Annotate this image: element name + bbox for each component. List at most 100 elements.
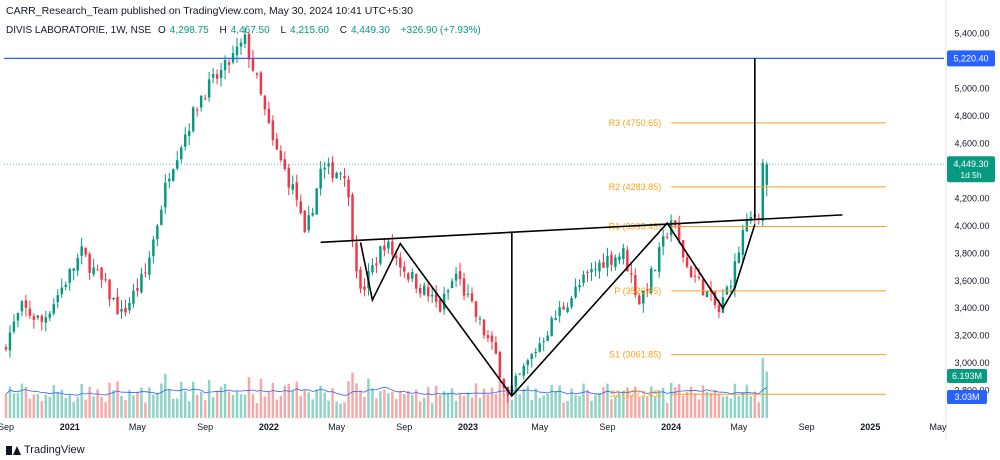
volume-bar (638, 396, 641, 418)
candle-body (387, 241, 390, 249)
candle-body (626, 250, 629, 272)
volume-bar (422, 397, 426, 418)
candle-body (542, 340, 545, 342)
volume-bar (498, 380, 502, 418)
candle-body (319, 168, 322, 189)
volume-bar (466, 392, 470, 418)
candle-body (160, 209, 163, 225)
volume-bar (430, 403, 434, 418)
candle-body (32, 316, 36, 320)
candle-body (474, 301, 478, 318)
volume-bar (590, 400, 593, 418)
candle-body (279, 150, 283, 160)
volume-bar (542, 395, 545, 418)
volume-bar (717, 393, 721, 418)
volume-bar (183, 391, 187, 418)
brand-name: TradingView (24, 444, 85, 456)
candle-body (339, 173, 342, 175)
candle-body (183, 134, 187, 147)
volume-bar (255, 403, 259, 418)
time-tick-label: May (730, 422, 748, 432)
volume-bar (52, 385, 56, 418)
volume-bar (287, 383, 291, 418)
candle-body (705, 290, 709, 298)
candle-body (28, 308, 32, 316)
candle-body (657, 247, 661, 272)
volume-bar (753, 391, 757, 418)
candle-body (685, 257, 689, 267)
volume-bar (733, 383, 737, 418)
candle-body (235, 46, 239, 56)
volume-bar (761, 357, 765, 418)
volume-bar (653, 396, 657, 418)
pivot-label: R2 (4283.85) (609, 182, 662, 192)
candle-body (371, 265, 374, 273)
candle-body (458, 271, 462, 280)
last-price-label: 4,449.30 (953, 159, 988, 169)
candle-body (347, 179, 350, 198)
volume-bar (426, 386, 430, 418)
candle-body (689, 266, 693, 278)
volume-bar (16, 393, 20, 418)
volume-bar (4, 393, 8, 418)
candle-body (84, 247, 87, 255)
volume-bar (203, 400, 207, 418)
candle-body (570, 298, 573, 307)
volume-bar (24, 387, 28, 418)
candle-body (195, 109, 199, 111)
candle-body (363, 286, 366, 290)
volume-bar (88, 386, 91, 418)
bar-countdown-label: 1d 5h (960, 170, 982, 180)
volume-bar (120, 395, 123, 418)
volume-bar (407, 390, 410, 418)
tradingview-logo[interactable]: TradingView (6, 444, 85, 456)
volume-bar (164, 373, 167, 418)
volume-bar (562, 402, 565, 418)
candle-body (303, 210, 306, 233)
price-tick-label: 3,400.00 (954, 303, 989, 313)
volume-bar (327, 400, 330, 418)
candle-body (24, 300, 28, 308)
candle-body (586, 272, 589, 274)
volume-bar (470, 397, 474, 418)
volume-bar (387, 393, 390, 418)
volume-bar (391, 391, 394, 418)
candle-body (283, 159, 287, 169)
volume-bar (673, 387, 677, 418)
candles (4, 27, 768, 404)
price-tick-label: 4,000.00 (954, 221, 989, 231)
pivot-label: R3 (4750.65) (609, 118, 662, 128)
candle-body (116, 296, 119, 315)
volume-bar (351, 372, 354, 418)
candle-body (8, 332, 12, 351)
time-tick-label: May (328, 422, 346, 432)
price-axis-panel (946, 0, 1000, 460)
volume-bar (303, 390, 306, 418)
volume-bar (72, 402, 75, 418)
candle-body (60, 287, 63, 295)
candle-body (80, 246, 83, 256)
candle-body (48, 313, 52, 318)
volume-bar (375, 398, 378, 418)
candle-body (478, 318, 482, 320)
candle-body (379, 246, 382, 264)
candle-body (582, 274, 585, 284)
ohlc-high: H 4,467.50 (219, 25, 270, 36)
candle-body (486, 335, 490, 339)
volume-bar (602, 387, 605, 418)
price-tick-label: 3,600.00 (954, 276, 989, 286)
candle-body (191, 107, 195, 131)
volume-bar (626, 387, 629, 418)
candle-body (602, 262, 605, 268)
candle-body (673, 220, 677, 226)
candle-body (546, 335, 549, 341)
volume-bar (307, 392, 310, 418)
volume-tag-label: 6.193M (952, 371, 982, 381)
candle-body (646, 289, 649, 291)
candle-body (733, 261, 737, 289)
volume-bar (701, 385, 705, 418)
candle-body (263, 95, 267, 110)
volume-bar (168, 388, 171, 418)
candle-body (327, 163, 330, 167)
